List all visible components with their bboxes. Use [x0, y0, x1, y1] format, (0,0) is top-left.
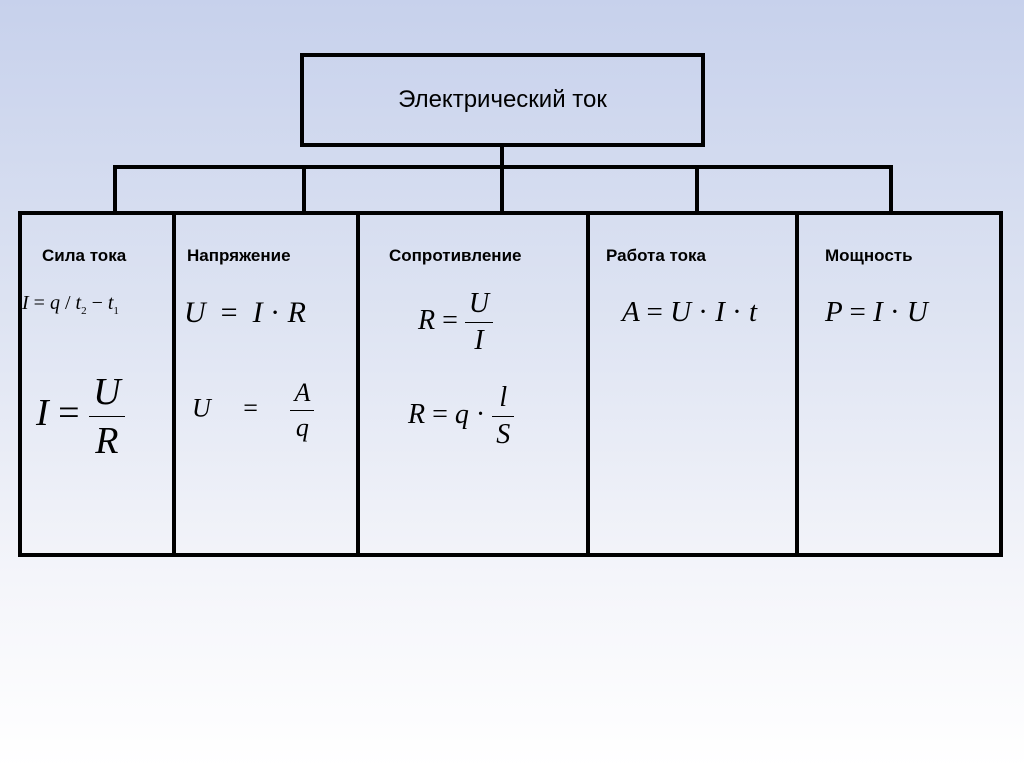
formula: A = U · I · t — [622, 296, 757, 329]
formula: R = q · lS — [408, 382, 514, 451]
connector-tick — [500, 165, 504, 213]
formula: P = I · U — [825, 296, 928, 329]
column-divider — [586, 211, 590, 557]
connector-tick — [302, 165, 306, 213]
column-title: Напряжение — [187, 246, 291, 266]
formula: I = q / t2 − t1 — [22, 292, 119, 317]
column-divider — [795, 211, 799, 557]
column-title: Сила тока — [42, 246, 126, 266]
root-title: Электрический ток — [398, 86, 607, 114]
column-title: Сопротивление — [389, 246, 521, 266]
root-stem — [500, 147, 504, 165]
formula: U = I · R — [184, 296, 306, 330]
root-box: Электрический ток — [300, 53, 705, 147]
formula: R = UI — [418, 288, 493, 357]
connector-tick — [695, 165, 699, 213]
formula: I = UR — [36, 370, 125, 463]
column-title: Работа тока — [606, 246, 706, 266]
column-divider — [172, 211, 176, 557]
formula: U = Aq — [192, 378, 314, 443]
column-title: Мощность — [825, 246, 913, 266]
column-divider — [356, 211, 360, 557]
